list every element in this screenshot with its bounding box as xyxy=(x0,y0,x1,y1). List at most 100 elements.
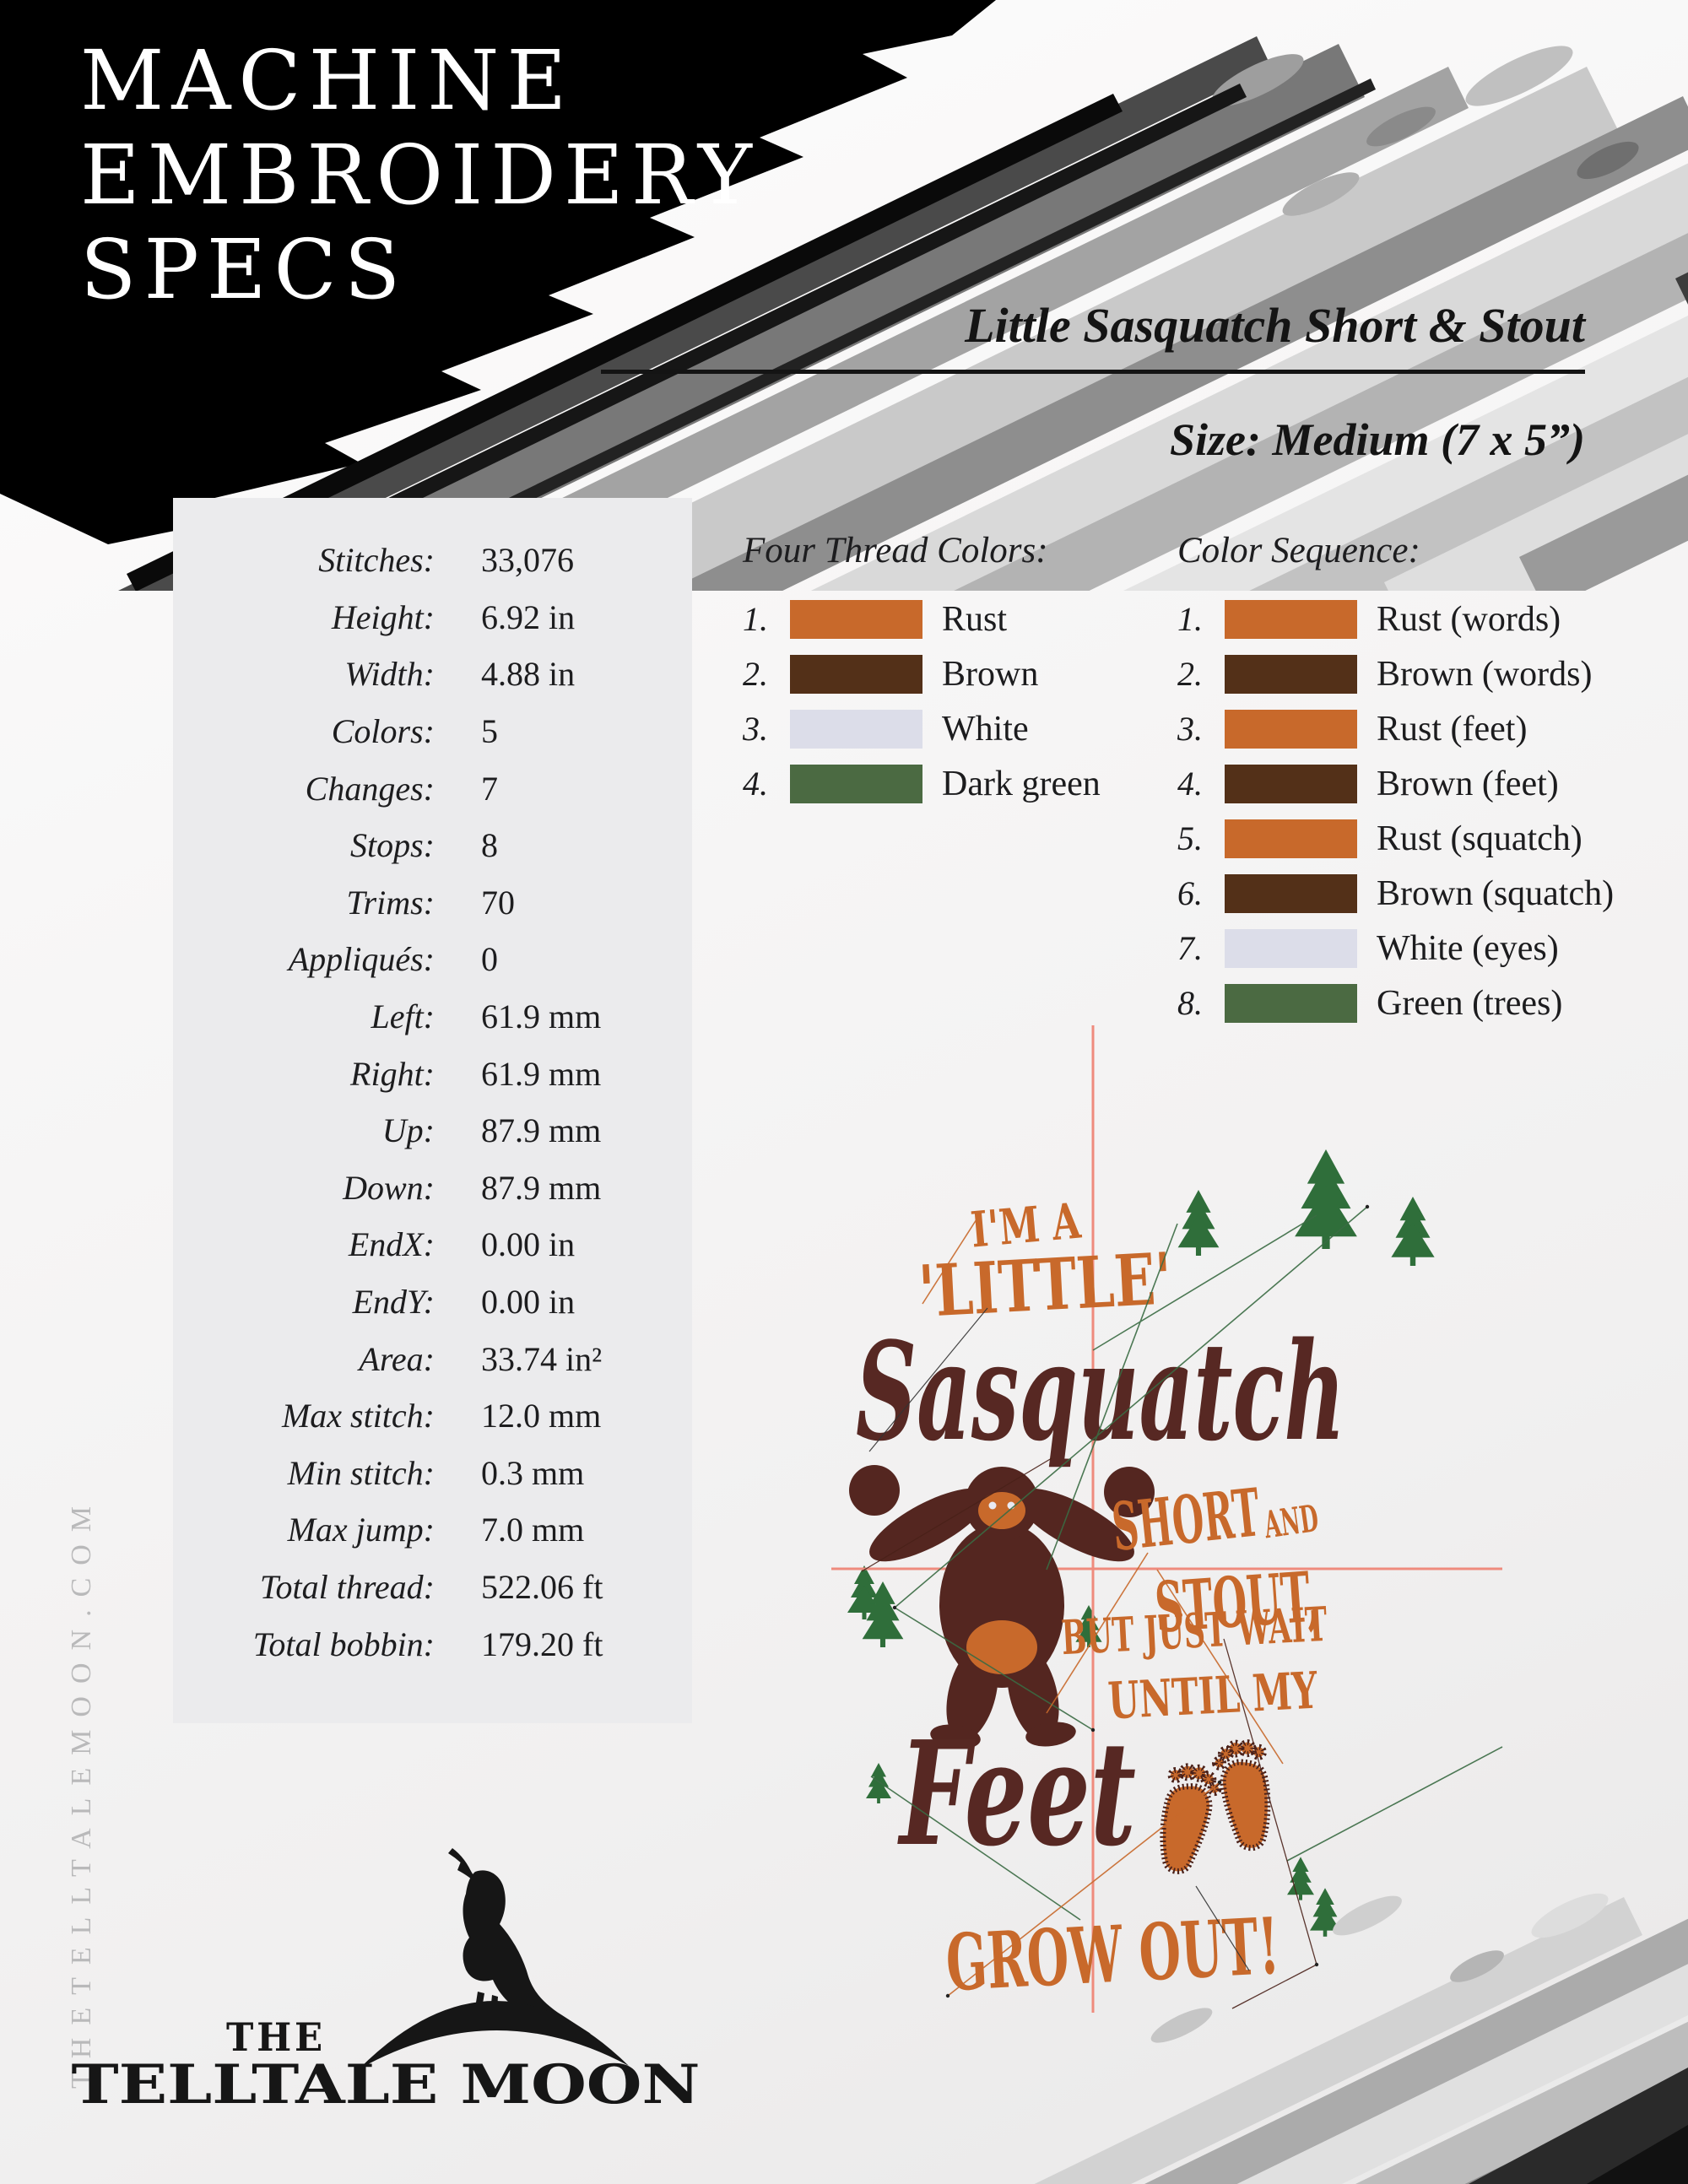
spec-value: 7.0 mm xyxy=(481,1511,585,1549)
color-row: 3. White xyxy=(743,701,1165,756)
logo-telltale-moon: TELLTALE MOON xyxy=(72,2053,701,2116)
color-sequence-section: Color Sequence: 1. Rust (words) 2. Brown (w… xyxy=(1177,530,1667,1030)
color-number: 4. xyxy=(1177,765,1203,803)
design-header: Little Sasquatch Short & Stout xyxy=(591,297,1585,354)
thread-colors-section: Four Thread Colors: 1. Rust 2. Brown 3. White… xyxy=(743,530,1165,811)
page-title-line: MACHINE xyxy=(80,33,575,128)
spec-row: Total bobbin: 179.20 ft xyxy=(173,1615,692,1673)
spec-row: Stops: 8 xyxy=(173,817,692,874)
spec-row: Max jump: 7.0 mm xyxy=(173,1501,692,1559)
color-swatch xyxy=(1225,928,1357,968)
color-swatch xyxy=(790,654,922,694)
color-name: Rust xyxy=(942,599,1008,639)
spec-value: 61.9 mm xyxy=(481,1054,602,1093)
color-name: White xyxy=(942,709,1029,749)
spec-label: Max stitch: xyxy=(281,1397,435,1435)
color-swatch xyxy=(1225,983,1357,1023)
spec-label: Max jump: xyxy=(287,1511,435,1549)
spec-label: Right: xyxy=(350,1054,435,1093)
color-row: 1. Rust xyxy=(743,592,1165,646)
title-divider xyxy=(601,370,1585,374)
color-swatch xyxy=(1225,873,1357,913)
color-swatch xyxy=(1225,709,1357,749)
design-title: Little Sasquatch Short & Stout xyxy=(965,298,1585,353)
color-number: 3. xyxy=(1177,710,1203,748)
color-row: 7. White (eyes) xyxy=(1177,921,1667,976)
spec-label: Colors: xyxy=(331,712,435,751)
spec-label: EndY: xyxy=(352,1283,435,1322)
color-swatch xyxy=(1225,599,1357,639)
color-row: 3. Rust (feet) xyxy=(1177,701,1667,756)
spec-row: Stitches: 33,076 xyxy=(173,532,692,589)
spec-row: Colors: 5 xyxy=(173,703,692,760)
design-word-and: AND xyxy=(1261,1497,1321,1547)
page-title: MACHINE EMBROIDERY SPECS xyxy=(80,34,924,317)
sasquatch-eye xyxy=(988,1501,997,1510)
spec-row: Down: 87.9 mm xyxy=(173,1160,692,1217)
moon-arc-icon xyxy=(359,2000,629,2069)
spec-row: Width: 4.88 in xyxy=(173,646,692,703)
spec-value: 6.92 in xyxy=(481,597,576,636)
color-name: Dark green xyxy=(942,764,1101,803)
thread-colors-heading: Four Thread Colors: xyxy=(743,531,1048,570)
jump-stitch-lines-green xyxy=(870,1206,1503,1921)
spec-row: Up: 87.9 mm xyxy=(173,1102,692,1160)
spec-row: Right: 61.9 mm xyxy=(173,1045,692,1102)
color-name: Rust (squatch) xyxy=(1377,819,1582,858)
color-name: Brown (squatch) xyxy=(1377,873,1615,913)
spec-label: Area: xyxy=(359,1339,435,1378)
design-word-sasquatch: Sasquatch xyxy=(856,1312,1345,1471)
spec-value: 0.00 in xyxy=(481,1225,576,1264)
spec-value: 179.20 ft xyxy=(481,1624,603,1663)
color-name: Brown (words) xyxy=(1377,654,1593,694)
spec-label: Appliqués: xyxy=(288,940,435,979)
color-name: Brown xyxy=(942,654,1039,694)
color-row: 4. Brown (feet) xyxy=(1177,756,1667,811)
jump-stitch-lines-orange xyxy=(922,1219,1284,1997)
logo-the: THE xyxy=(226,2014,326,2060)
color-swatch xyxy=(790,709,922,749)
spec-value: 0.00 in xyxy=(481,1283,576,1322)
spec-value: 5 xyxy=(481,712,498,751)
color-row: 6. Brown (squatch) xyxy=(1177,866,1667,921)
color-number: 2. xyxy=(743,655,768,693)
spec-label: Height: xyxy=(331,597,435,636)
design-size-row: Size: Medium (7 x 5”) xyxy=(591,390,1585,466)
spec-value: 87.9 mm xyxy=(481,1168,602,1207)
spec-value: 61.9 mm xyxy=(481,997,602,1036)
sasquatch-belly xyxy=(966,1620,1037,1674)
specs-panel: Stitches: 33,076 Height: 6.92 in Width: 4.88 … xyxy=(173,498,692,1723)
color-row: 5. Rust (squatch) xyxy=(1177,811,1667,866)
color-name: Brown (feet) xyxy=(1377,764,1559,803)
design-word-stout: STOUT, xyxy=(1152,1556,1322,1648)
spec-value: 0 xyxy=(481,940,498,979)
spec-label: Up: xyxy=(381,1111,435,1150)
color-number: 4. xyxy=(743,765,768,803)
color-swatch xyxy=(790,764,922,803)
color-number: 8. xyxy=(1177,984,1203,1022)
spec-row: EndY: 0.00 in xyxy=(173,1273,692,1331)
spec-row: Min stitch: 0.3 mm xyxy=(173,1445,692,1502)
color-swatch xyxy=(1225,819,1357,858)
spec-value: 4.88 in xyxy=(481,655,576,694)
spec-label: EndX: xyxy=(348,1225,435,1264)
spec-value: 87.9 mm xyxy=(481,1111,602,1150)
color-row: 8. Green (trees) xyxy=(1177,976,1667,1030)
spec-value: 70 xyxy=(481,883,515,922)
color-name: Rust (words) xyxy=(1377,599,1561,639)
spec-label: Changes: xyxy=(305,769,435,808)
spec-value: 8 xyxy=(481,826,498,865)
spec-label: Left: xyxy=(371,997,435,1036)
spec-row: Changes: 7 xyxy=(173,760,692,817)
color-row: 2. Brown xyxy=(743,646,1165,701)
design-word-short: SHORT xyxy=(1108,1474,1263,1566)
color-sequence-list: 1. Rust (words) 2. Brown (words) 3. Rust (fee… xyxy=(1177,592,1667,1030)
design-word-until-my: UNTIL MY xyxy=(1106,1662,1319,1732)
telltale-moon-logo: THE TELLTALE MOON xyxy=(72,1848,701,2116)
specs-list: Stitches: 33,076 Height: 6.92 in Width: 4.88 … xyxy=(173,498,692,1673)
jump-stitch-lines-brown xyxy=(861,1457,1317,2009)
color-swatch xyxy=(1225,654,1357,694)
spec-row: Height: 6.92 in xyxy=(173,589,692,646)
design-word-but-just-wait: BUT JUST WAIT xyxy=(1060,1597,1328,1666)
color-name: White (eyes) xyxy=(1377,928,1559,968)
